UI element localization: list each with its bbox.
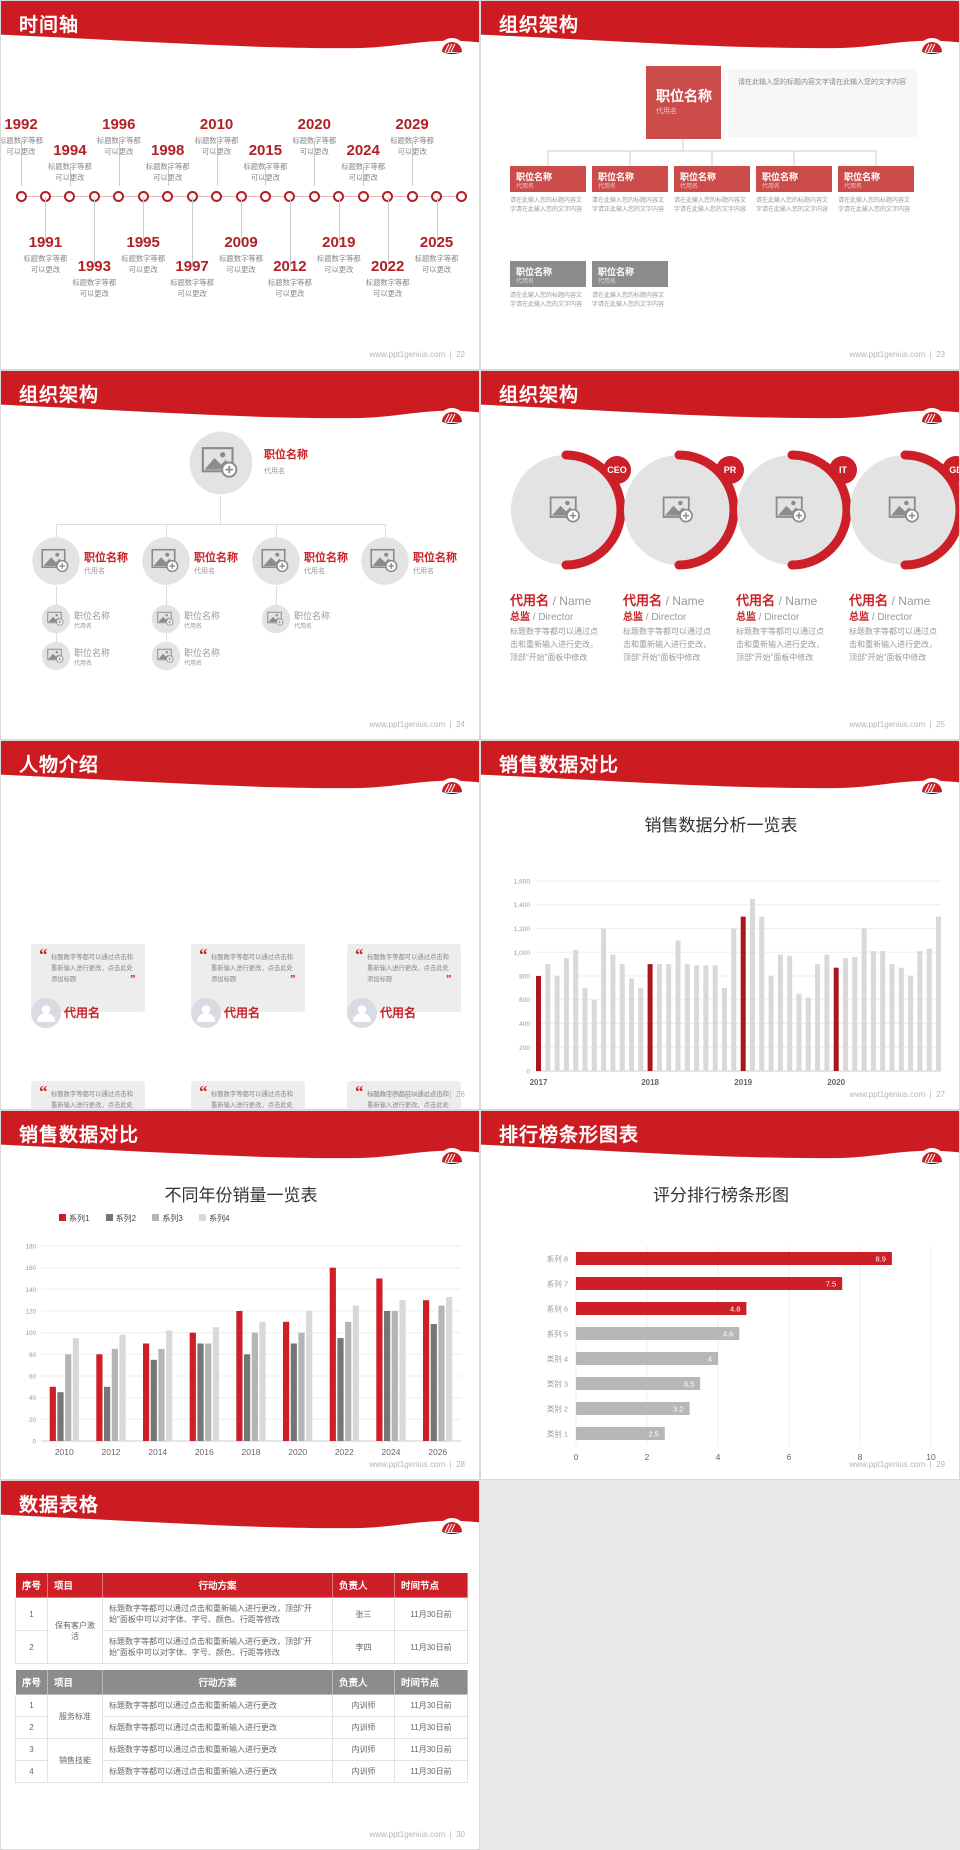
svg-text:2.5: 2.5 (648, 1429, 658, 1438)
svg-text:0: 0 (32, 1439, 36, 1446)
svg-text:800: 800 (519, 974, 530, 981)
svg-text:类别 1: 类别 1 (547, 1428, 568, 1438)
svg-text:180: 180 (25, 1244, 36, 1251)
svg-text:3.5: 3.5 (684, 1379, 694, 1388)
svg-text:40: 40 (29, 1395, 37, 1402)
svg-text:4.8: 4.8 (730, 1304, 740, 1313)
svg-text:2012: 2012 (102, 1447, 121, 1457)
svg-text:系列 8: 系列 8 (547, 1253, 568, 1263)
svg-text:类别 3: 类别 3 (547, 1378, 568, 1388)
svg-text:系列 5: 系列 5 (547, 1328, 568, 1338)
svg-text:4: 4 (708, 1354, 712, 1363)
svg-text:140: 140 (25, 1287, 36, 1294)
svg-text:400: 400 (519, 1021, 530, 1028)
svg-text:8.9: 8.9 (875, 1254, 885, 1263)
svg-text:7.5: 7.5 (826, 1279, 836, 1288)
svg-text:4.6: 4.6 (723, 1329, 733, 1338)
svg-text:GD: GD (949, 465, 960, 475)
svg-text:2024: 2024 (382, 1447, 401, 1457)
svg-text:1,000: 1,000 (514, 950, 531, 957)
svg-text:2020: 2020 (827, 1078, 845, 1087)
svg-text:1,400: 1,400 (514, 902, 531, 909)
svg-text:60: 60 (29, 1374, 37, 1381)
svg-text:600: 600 (519, 997, 530, 1004)
svg-text:1,200: 1,200 (514, 926, 531, 933)
svg-text:3.2: 3.2 (673, 1404, 683, 1413)
svg-text:系列 7: 系列 7 (547, 1278, 568, 1288)
svg-text:120: 120 (25, 1309, 36, 1316)
svg-text:类别 2: 类别 2 (547, 1403, 568, 1413)
svg-text:0: 0 (526, 1069, 530, 1076)
svg-text:160: 160 (25, 1265, 36, 1272)
svg-text:2026: 2026 (428, 1447, 447, 1457)
svg-text:2022: 2022 (335, 1447, 354, 1457)
svg-text:20: 20 (29, 1417, 37, 1424)
svg-text:2016: 2016 (195, 1447, 214, 1457)
svg-text:80: 80 (29, 1352, 37, 1359)
svg-text:2018: 2018 (242, 1447, 261, 1457)
svg-text:1,600: 1,600 (514, 879, 531, 886)
svg-text:2010: 2010 (55, 1447, 74, 1457)
svg-text:2019: 2019 (734, 1078, 752, 1087)
svg-text:2014: 2014 (148, 1447, 167, 1457)
svg-text:2017: 2017 (530, 1078, 548, 1087)
svg-text:200: 200 (519, 1045, 530, 1052)
svg-text:2020: 2020 (288, 1447, 307, 1457)
svg-text:系列 6: 系列 6 (547, 1303, 568, 1313)
svg-text:类别 4: 类别 4 (547, 1353, 568, 1363)
svg-text:2018: 2018 (641, 1078, 659, 1087)
svg-text:100: 100 (25, 1330, 36, 1337)
